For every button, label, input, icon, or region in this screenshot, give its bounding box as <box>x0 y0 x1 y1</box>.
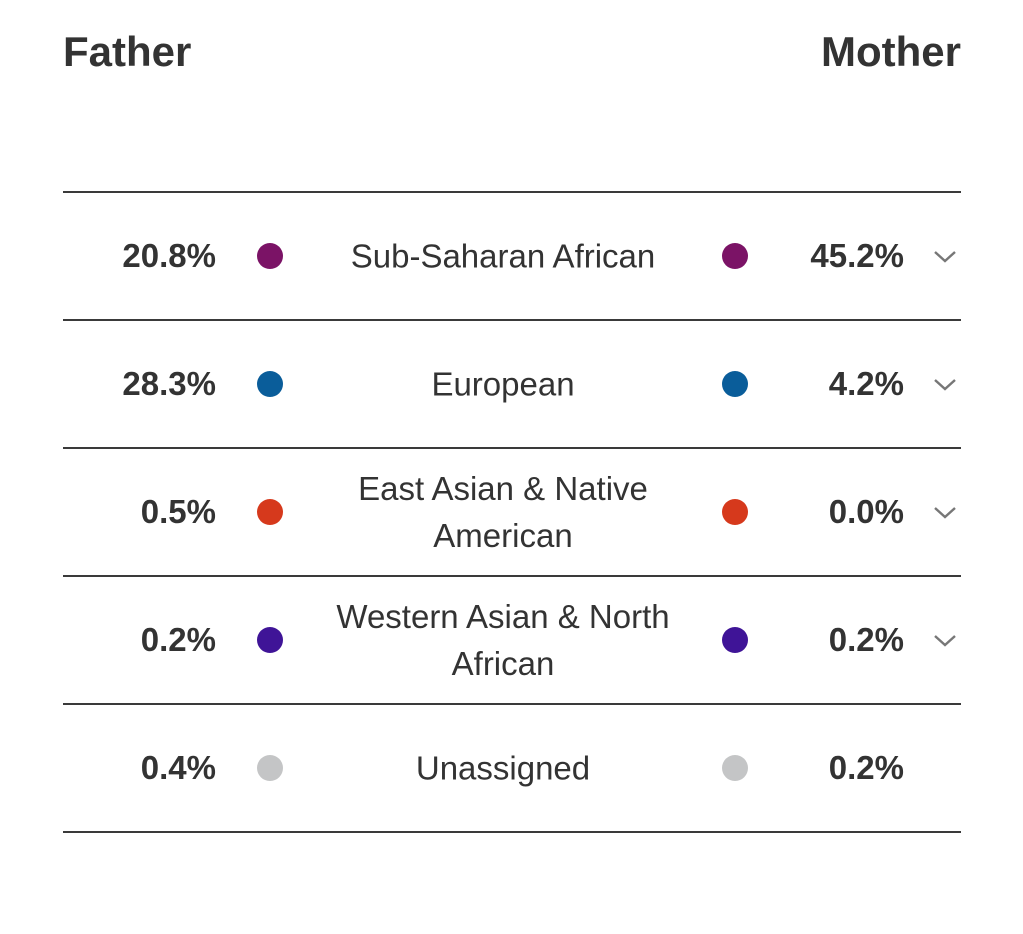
population-label: European <box>431 365 575 403</box>
ancestry-row[interactable]: 20.8% Sub-Saharan African 45.2% <box>63 193 961 321</box>
father-color-dot <box>257 499 283 525</box>
chevron-down-icon[interactable] <box>932 627 958 653</box>
father-heading: Father <box>63 28 192 75</box>
ancestry-row[interactable]: 0.2% Western Asian & North African 0.2% <box>63 577 961 705</box>
mother-percent: 45.2% <box>810 237 904 274</box>
mother-color-dot <box>722 627 748 653</box>
father-color-dot <box>257 627 283 653</box>
population-label: Sub-Saharan African <box>350 237 656 275</box>
father-color-dot <box>257 755 283 781</box>
ancestry-row[interactable]: 0.5% East Asian & Native American 0.0% <box>63 449 961 577</box>
chevron-down-icon[interactable] <box>932 371 958 397</box>
mother-color-dot <box>722 371 748 397</box>
father-color-dot <box>257 371 283 397</box>
mother-percent: 0.2% <box>828 749 904 786</box>
population-label: East Asian & Native American <box>358 470 648 554</box>
father-percent: 28.3% <box>122 365 216 402</box>
population-label: Unassigned <box>415 749 591 787</box>
chevron-down-icon[interactable] <box>932 243 958 269</box>
father-color-dot <box>257 243 283 269</box>
ancestry-comparison-table: 20.8% Sub-Saharan African 45.2% 28.3% Eur… <box>63 191 961 833</box>
population-label: Western Asian & North African <box>336 598 670 682</box>
ancestry-row[interactable]: 28.3% European 4.2% <box>63 321 961 449</box>
mother-color-dot <box>722 243 748 269</box>
father-percent: 0.5% <box>140 493 216 530</box>
father-percent: 0.4% <box>140 749 216 786</box>
mother-percent: 0.0% <box>828 493 904 530</box>
father-percent: 20.8% <box>122 237 216 274</box>
chevron-down-icon[interactable] <box>932 499 958 525</box>
mother-percent: 0.2% <box>828 621 904 658</box>
mother-color-dot <box>722 499 748 525</box>
ancestry-row: 0.4% Unassigned 0.2% <box>63 705 961 833</box>
father-percent: 0.2% <box>140 621 216 658</box>
mother-percent: 4.2% <box>828 365 904 402</box>
mother-heading: Mother <box>821 28 961 75</box>
mother-color-dot <box>722 755 748 781</box>
